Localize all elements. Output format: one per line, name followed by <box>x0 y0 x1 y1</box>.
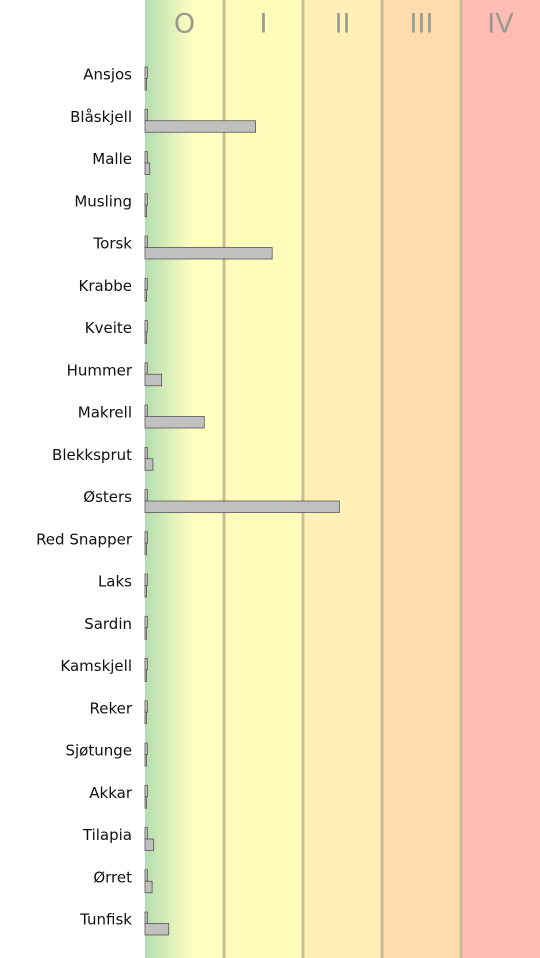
bar <box>144 573 148 586</box>
bar <box>144 247 273 260</box>
category-label: Musling <box>74 192 132 210</box>
bar <box>144 446 148 460</box>
category-label: Tunfisk <box>79 911 132 929</box>
bar <box>144 742 148 755</box>
bar <box>144 66 148 79</box>
bar <box>144 827 148 840</box>
zone-label: O <box>174 9 195 40</box>
bar <box>144 838 155 851</box>
bar <box>144 404 148 417</box>
category-label: Østers <box>83 488 132 506</box>
zone <box>461 0 540 958</box>
bar <box>144 923 170 936</box>
bar <box>144 658 148 671</box>
zone-label: III <box>410 9 434 40</box>
bar <box>144 796 147 809</box>
zone-label: IV <box>487 9 514 40</box>
zone-label: I <box>260 9 268 40</box>
zone <box>303 0 382 958</box>
bar <box>144 78 147 91</box>
bar <box>144 108 148 122</box>
zone <box>145 0 224 958</box>
category-label: Sjøtunge <box>65 742 132 760</box>
category-label: Malle <box>92 150 132 168</box>
bar <box>144 458 154 471</box>
bar <box>144 204 147 218</box>
bar <box>144 331 147 344</box>
category-label: Blekksprut <box>52 446 132 464</box>
bar <box>144 277 148 291</box>
bar <box>144 235 148 248</box>
bar <box>144 880 153 894</box>
bar <box>144 362 148 375</box>
bar <box>144 669 147 682</box>
bar <box>144 627 147 640</box>
bar <box>144 700 148 713</box>
bar <box>144 320 148 333</box>
category-label: Kamskjell <box>60 657 132 675</box>
category-label: Tilapia <box>82 826 132 844</box>
bar <box>144 784 148 798</box>
category-label: Kveite <box>85 319 132 337</box>
bar <box>144 531 148 544</box>
category-label: Sardin <box>84 615 132 633</box>
bar <box>144 489 148 502</box>
category-label: Blåskjell <box>70 108 132 126</box>
bar <box>144 585 147 598</box>
zone-label: II <box>335 9 351 40</box>
zone <box>224 0 303 958</box>
bar <box>144 120 256 133</box>
bar <box>144 289 147 302</box>
category-label: Laks <box>98 573 132 591</box>
bar <box>144 869 148 882</box>
zone <box>382 0 461 958</box>
category-label: Makrell <box>78 404 132 422</box>
bar <box>144 162 151 175</box>
category-label: Hummer <box>67 361 133 379</box>
bar <box>144 911 148 924</box>
bar <box>144 500 340 513</box>
category-label: Akkar <box>89 784 133 802</box>
bar <box>144 416 205 429</box>
bar <box>144 373 162 387</box>
bar <box>144 193 148 206</box>
bar <box>144 542 147 556</box>
category-label: Torsk <box>93 235 133 253</box>
bar <box>144 151 148 164</box>
category-label: Red Snapper <box>36 530 133 548</box>
bar <box>144 711 147 725</box>
category-label: Krabbe <box>79 277 132 295</box>
bar <box>144 615 148 629</box>
category-label: Reker <box>89 699 132 717</box>
bar <box>144 754 147 767</box>
category-label: Ørret <box>93 868 132 886</box>
category-label: Ansjos <box>83 66 132 84</box>
